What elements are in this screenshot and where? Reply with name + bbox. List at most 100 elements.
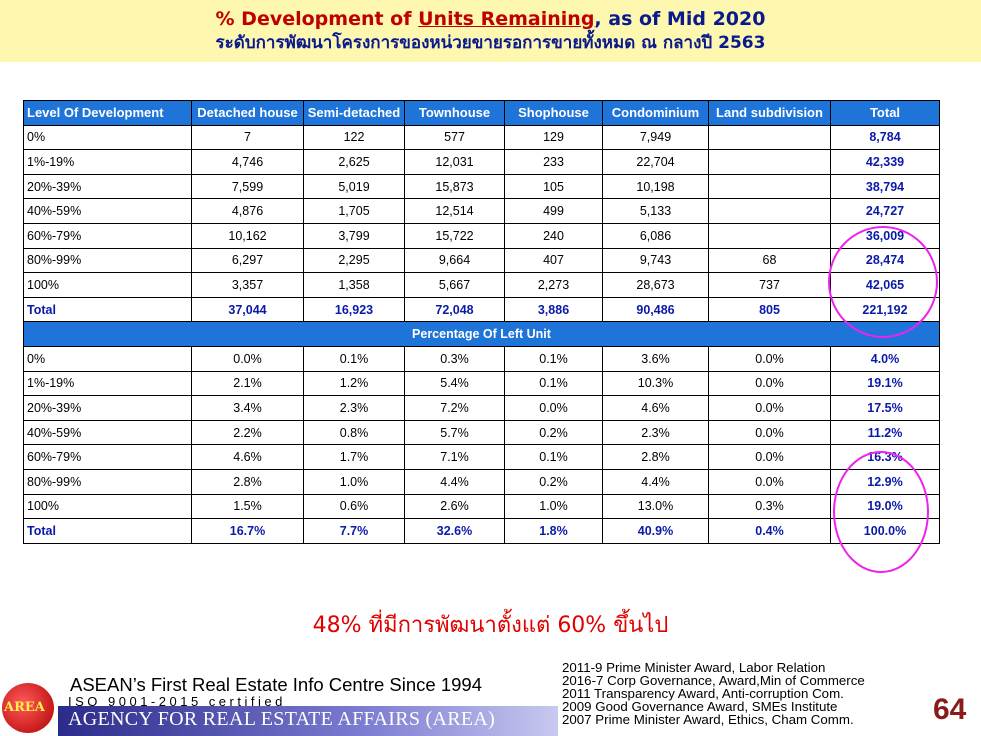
footer-iso: ISO 9001-2015 certified <box>68 694 286 709</box>
table-cell: 40.9% <box>602 518 709 544</box>
table-cell: 10,162 <box>191 222 304 249</box>
section-band: Percentage Of Left Unit <box>23 321 940 347</box>
table-cell: 0.4% <box>708 518 831 544</box>
table-cell: 5.4% <box>404 370 505 397</box>
table-cell: 15,873 <box>404 173 505 200</box>
table-row: 40%-59% 2.2% 0.8% 5.7% 0.2% 2.3% 0.0% 11.2% <box>23 419 940 446</box>
page-number: 64 <box>933 693 967 726</box>
table-cell: 5,019 <box>303 173 405 200</box>
table-cell: 0.2% <box>504 468 603 495</box>
table-cell: 1,705 <box>303 198 405 224</box>
column-header: Detached house <box>191 100 304 126</box>
row-label: Total <box>23 296 192 323</box>
table-cell: 0.0% <box>708 444 831 470</box>
table-cell: 1.2% <box>303 370 405 397</box>
table-cell: 0.3% <box>404 345 505 372</box>
table-cell: 2.8% <box>602 444 709 470</box>
table-row: 20%-39% 7,599 5,019 15,873 105 10,198 38,794 <box>23 173 940 200</box>
table-row: 20%-39% 3.4% 2.3% 7.2% 0.0% 4.6% 0.0% 17.5% <box>23 395 940 421</box>
table-cell: 42,339 <box>830 149 940 175</box>
table-cell: 2.1% <box>191 370 304 397</box>
table-cell: 0.0% <box>708 419 831 446</box>
table-cell: 4.6% <box>602 395 709 421</box>
table-cell: 16,923 <box>303 296 405 323</box>
table-cell: 4.4% <box>602 468 709 495</box>
table-cell: 22,704 <box>602 149 709 175</box>
table-cell <box>708 198 831 224</box>
total-row: Total 37,044 16,923 72,048 3,886 90,486 805 221… <box>23 296 940 323</box>
table-cell: 737 <box>708 272 831 298</box>
table-cell: 407 <box>504 247 603 274</box>
row-label: 60%-79% <box>23 222 192 249</box>
table-cell: 9,664 <box>404 247 505 274</box>
table-cell: 3,357 <box>191 272 304 298</box>
row-label: 1%-19% <box>23 149 192 175</box>
table-row: 80%-99% 2.8% 1.0% 4.4% 0.2% 4.4% 0.0% 12.9% <box>23 468 940 495</box>
table-cell: 9,743 <box>602 247 709 274</box>
table-row: 40%-59% 4,876 1,705 12,514 499 5,133 24,727 <box>23 198 940 224</box>
area-logo-text: AREA <box>4 700 45 715</box>
table-header-row: Level Of Development Detached house Semi-d… <box>23 100 940 126</box>
table-cell: 3.4% <box>191 395 304 421</box>
table-cell: 1.8% <box>504 518 603 544</box>
table-cell: 2,273 <box>504 272 603 298</box>
table-cell: 6,086 <box>602 222 709 249</box>
table-cell: 15,722 <box>404 222 505 249</box>
table-cell: 12,514 <box>404 198 505 224</box>
title-underlined: Units Remaining <box>418 8 595 30</box>
table-cell: 0.0% <box>708 468 831 495</box>
award-item: 2007 Prime Minister Award, Ethics, Cham … <box>562 712 854 727</box>
footer-agency-name: AGENCY FOR REAL ESTATE AFFAIRS (AREA) <box>68 708 496 730</box>
row-label: 20%-39% <box>23 173 192 200</box>
table-row: 0% 7 122 577 129 7,949 8,784 <box>23 124 940 151</box>
table-cell: 129 <box>504 124 603 151</box>
column-header: Townhouse <box>404 100 505 126</box>
table-cell: 11.2% <box>830 419 940 446</box>
page-title: % Development of Units Remaining, as of … <box>0 0 981 31</box>
title-prefix: % Development of <box>215 8 419 30</box>
table-cell: 4,746 <box>191 149 304 175</box>
table-cell: 577 <box>404 124 505 151</box>
table-cell <box>708 149 831 175</box>
table-cell: 8,784 <box>830 124 940 151</box>
row-label: 0% <box>23 345 192 372</box>
table-cell: 0.2% <box>504 419 603 446</box>
column-header: Shophouse <box>504 100 603 126</box>
column-header: Land subdivision <box>708 100 831 126</box>
table-cell: 90,486 <box>602 296 709 323</box>
award-item: 2011 Transparency Award, Anti-corruption… <box>562 686 844 701</box>
table-row: 100% 1.5% 0.6% 2.6% 1.0% 13.0% 0.3% 19.0% <box>23 493 940 520</box>
table-cell: 4,876 <box>191 198 304 224</box>
table-cell: 233 <box>504 149 603 175</box>
table-cell: 2,625 <box>303 149 405 175</box>
table-cell: 0.0% <box>708 345 831 372</box>
table-cell: 68 <box>708 247 831 274</box>
table-cell: 12,031 <box>404 149 505 175</box>
table-cell: 1.0% <box>504 493 603 520</box>
table-cell <box>708 222 831 249</box>
table-cell: 0.1% <box>504 345 603 372</box>
table-cell: 0.0% <box>504 395 603 421</box>
table-cell: 1,358 <box>303 272 405 298</box>
table-row: 60%-79% 4.6% 1.7% 7.1% 0.1% 2.8% 0.0% 16.3% <box>23 444 940 470</box>
row-label: 40%-59% <box>23 198 192 224</box>
table-cell: 805 <box>708 296 831 323</box>
table-row: 80%-99% 6,297 2,295 9,664 407 9,743 68 28,474 <box>23 247 940 274</box>
table-cell: 0.8% <box>303 419 405 446</box>
table-cell: 3,799 <box>303 222 405 249</box>
table-cell: 5,133 <box>602 198 709 224</box>
table-cell: 16.7% <box>191 518 304 544</box>
row-label: 60%-79% <box>23 444 192 470</box>
row-label: 40%-59% <box>23 419 192 446</box>
table-cell: 37,044 <box>191 296 304 323</box>
table-cell: 32.6% <box>404 518 505 544</box>
table-cell: 3,886 <box>504 296 603 323</box>
table-cell: 240 <box>504 222 603 249</box>
table-row: 1%-19% 4,746 2,625 12,031 233 22,704 42,339 <box>23 149 940 175</box>
table-cell: 7,599 <box>191 173 304 200</box>
awards-list: 2011-9 Prime Minister Award, Labor Relat… <box>562 661 865 726</box>
table-cell: 72,048 <box>404 296 505 323</box>
summary-note: 48% ที่มีการพัฒนาตั้งแต่ 60% ขึ้นไป <box>312 613 669 638</box>
table-cell: 2.3% <box>602 419 709 446</box>
row-label: 80%-99% <box>23 247 192 274</box>
